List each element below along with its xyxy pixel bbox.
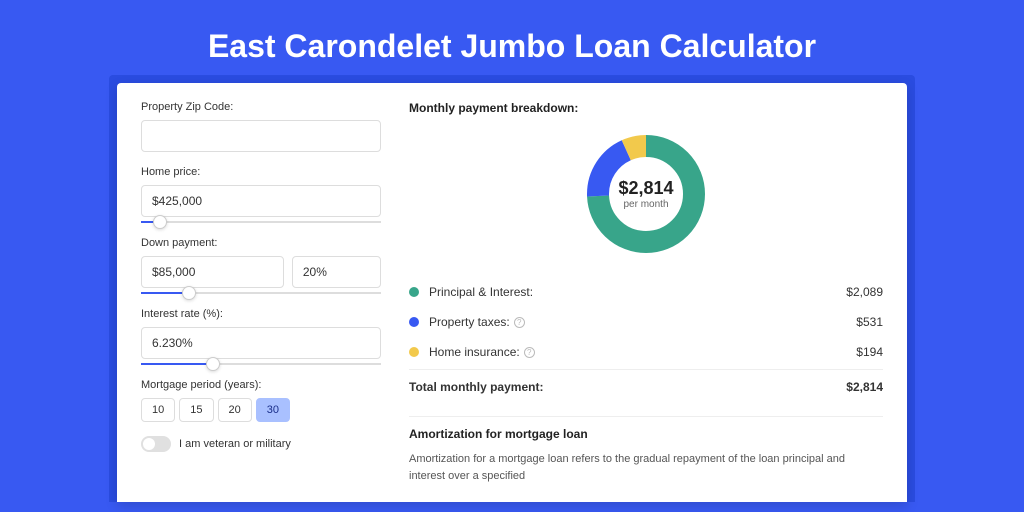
veteran-label: I am veteran or military <box>179 438 291 450</box>
breakdown-title: Monthly payment breakdown: <box>409 101 883 115</box>
breakdown-label: Home insurance: ? <box>429 345 856 359</box>
total-label: Total monthly payment: <box>409 380 846 394</box>
legend-dot <box>409 317 419 327</box>
home-price-label: Home price: <box>141 166 381 178</box>
breakdown-value: $194 <box>856 345 883 359</box>
interest-rate-label: Interest rate (%): <box>141 308 381 320</box>
donut-sub: per month <box>618 199 673 210</box>
legend-dot <box>409 347 419 357</box>
mortgage-period-label: Mortgage period (years): <box>141 379 381 391</box>
zip-input[interactable] <box>141 120 381 152</box>
home-price-input[interactable] <box>141 185 381 217</box>
down-payment-slider[interactable] <box>141 292 381 294</box>
mortgage-period-field: Mortgage period (years): 10152030 <box>141 379 381 422</box>
zip-field: Property Zip Code: <box>141 101 381 152</box>
donut-amount: $2,814 <box>618 178 673 199</box>
calculator-card: Property Zip Code: Home price: Down paym… <box>117 83 907 502</box>
info-icon[interactable]: ? <box>514 317 525 328</box>
form-panel: Property Zip Code: Home price: Down paym… <box>141 101 381 484</box>
mortgage-period-option-10[interactable]: 10 <box>141 398 175 422</box>
breakdown-row: Property taxes: ?$531 <box>409 307 883 337</box>
donut-chart-wrap: $2,814 per month <box>409 129 883 259</box>
interest-rate-slider[interactable] <box>141 363 381 365</box>
down-payment-amount-input[interactable] <box>141 256 284 288</box>
breakdown-row: Principal & Interest:$2,089 <box>409 277 883 307</box>
toggle-knob <box>143 438 155 450</box>
total-value: $2,814 <box>846 380 883 394</box>
mortgage-period-option-15[interactable]: 15 <box>179 398 213 422</box>
home-price-field: Home price: <box>141 166 381 223</box>
amortization-title: Amortization for mortgage loan <box>409 427 883 441</box>
amortization-text: Amortization for a mortgage loan refers … <box>409 451 883 484</box>
home-price-slider[interactable] <box>141 221 381 223</box>
breakdown-value: $531 <box>856 315 883 329</box>
mortgage-period-option-20[interactable]: 20 <box>218 398 252 422</box>
legend-dot <box>409 287 419 297</box>
zip-label: Property Zip Code: <box>141 101 381 113</box>
breakdown-value: $2,089 <box>846 285 883 299</box>
interest-rate-field: Interest rate (%): <box>141 308 381 365</box>
info-icon[interactable]: ? <box>524 347 535 358</box>
mortgage-period-option-30[interactable]: 30 <box>256 398 290 422</box>
interest-rate-input[interactable] <box>141 327 381 359</box>
donut-center: $2,814 per month <box>618 178 673 210</box>
breakdown-panel: Monthly payment breakdown: $2,814 per mo… <box>409 101 883 484</box>
down-payment-field: Down payment: <box>141 237 381 294</box>
donut-chart: $2,814 per month <box>581 129 711 259</box>
veteran-row: I am veteran or military <box>141 436 381 452</box>
breakdown-label: Principal & Interest: <box>429 285 846 299</box>
divider <box>409 416 883 417</box>
page-title: East Carondelet Jumbo Loan Calculator <box>0 0 1024 83</box>
down-payment-label: Down payment: <box>141 237 381 249</box>
breakdown-label: Property taxes: ? <box>429 315 856 329</box>
total-row: Total monthly payment: $2,814 <box>409 369 883 402</box>
mortgage-period-buttons: 10152030 <box>141 398 381 422</box>
breakdown-row: Home insurance: ?$194 <box>409 337 883 367</box>
down-payment-percent-input[interactable] <box>292 256 381 288</box>
veteran-toggle[interactable] <box>141 436 171 452</box>
